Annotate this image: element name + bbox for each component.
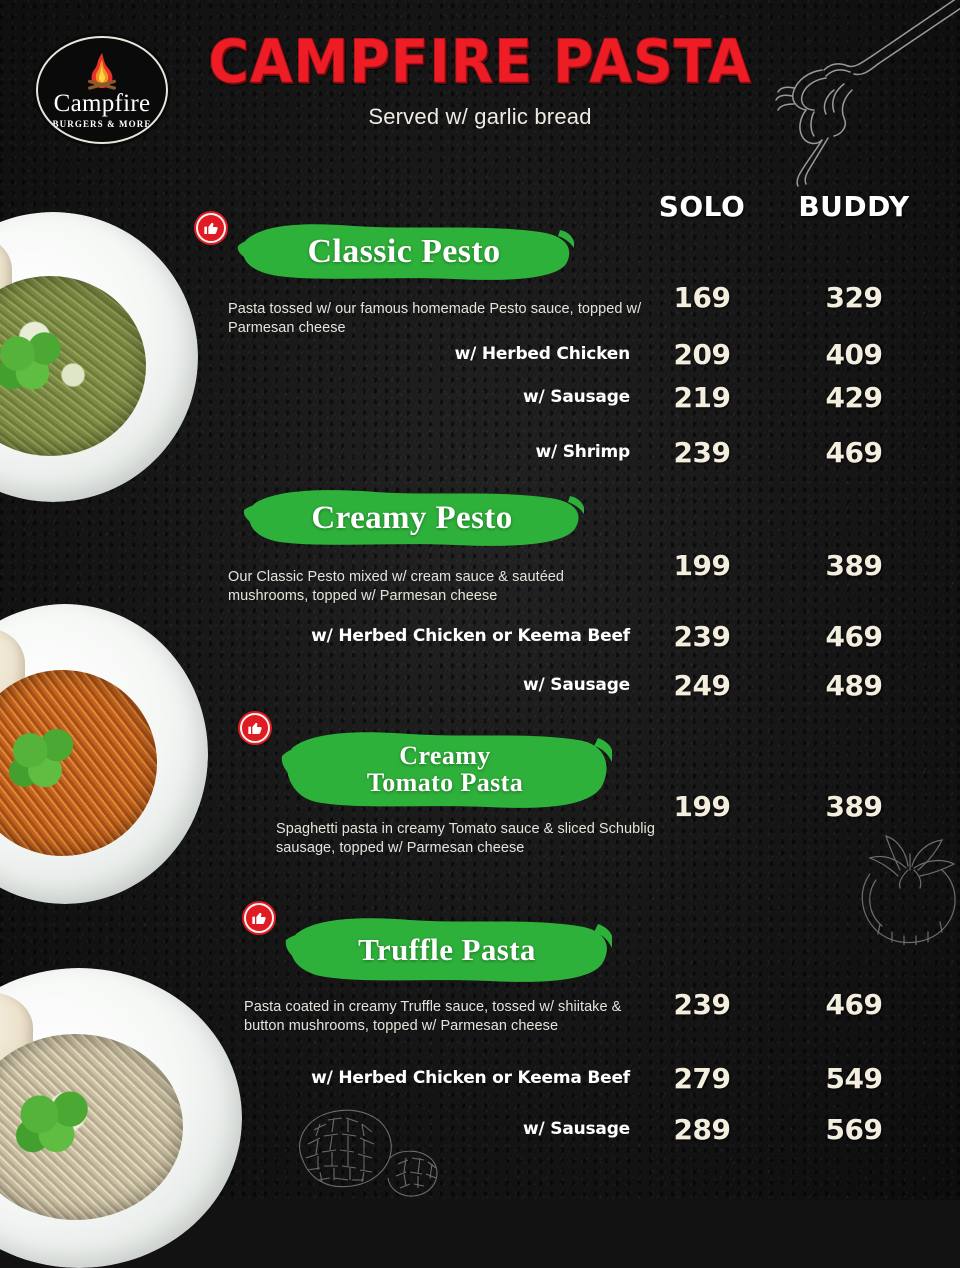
price-buddy-creamy-pesto: 389 [825,549,883,582]
green-brush-stroke [243,490,584,546]
price-solo-creamy-tomato-pasta: 199 [673,790,731,823]
variant-price-buddy: 489 [825,669,883,702]
dish-name-banner-creamy-pesto: Creamy Pesto [240,484,584,554]
page-subtitle: Served w/ garlic bread [368,104,592,129]
price-buddy-truffle-pasta: 469 [825,988,883,1021]
variant-price-solo: 239 [673,436,731,469]
green-brush-stroke [237,224,574,280]
parsley-garnish [13,1088,99,1154]
variant-row: w/ Sausage 219 429 [0,381,960,421]
variant-price-solo: 249 [673,669,731,702]
dish-description-creamy-tomato-pasta: Spaghetti pasta in creamy Tomato sauce &… [276,821,655,857]
dish-description-creamy-pesto: Our Classic Pesto mixed w/ cream sauce &… [228,569,565,605]
variant-label: w/ Shrimp [535,442,631,462]
price-solo-truffle-pasta: 239 [673,988,731,1021]
price-column-headers: SOLO BUDDY [0,190,960,230]
variant-label: w/ Herbed Chicken or Keema Beef [311,626,630,646]
variant-price-buddy: 469 [825,620,883,653]
price-buddy-classic-pesto: 329 [825,281,883,314]
truffle-line-art-icon [299,1109,438,1197]
brand-logo: Campfire BURGERS & MORE [36,36,168,144]
variant-price-solo: 209 [673,338,731,371]
dish-name-truffle-pasta: Truffle Pasta [358,932,536,968]
variant-price-buddy: 469 [825,436,883,469]
variant-row: w/ Shrimp 239 469 [0,436,960,476]
dish-description-classic-pesto: Pasta tossed w/ our famous homemade Pest… [228,301,642,337]
variant-price-solo: 239 [673,620,731,653]
page-title: CAMPFIRE PASTA [208,27,752,97]
green-brush-stroke [281,732,612,808]
variant-price-buddy: 409 [825,338,883,371]
variant-label: w/ Sausage [523,1119,630,1139]
dish-name-banner-truffle-pasta: Truffle Pasta [282,912,612,988]
dish-name-banner-creamy-tomato-pasta: Creamy Tomato Pasta [278,724,612,816]
variant-row: w/ Herbed Chicken or Keema Beef 279 549 [0,1062,960,1102]
variant-row: w/ Sausage 249 489 [0,669,960,709]
variant-price-buddy: 569 [825,1113,883,1146]
variant-price-buddy: 429 [825,381,883,414]
tomato-line-art-icon [861,835,956,945]
column-header-buddy: BUDDY [798,190,910,223]
parsley-garnish [7,724,83,790]
column-header-solo: SOLO [658,190,746,223]
variant-row: w/ Sausage 289 569 [0,1113,960,1153]
thumbs-up-badge-icon [240,713,270,743]
logo-wordmark: Campfire [53,89,151,117]
price-solo-creamy-pesto: 199 [673,549,731,582]
thumbs-up-badge-icon [196,213,226,243]
dish-name-classic-pesto: Classic Pesto [307,232,501,270]
green-brush-stroke [285,918,612,982]
parsley-garnish [0,328,71,392]
dish-description-truffle-pasta: Pasta coated in creamy Truffle sauce, to… [244,999,622,1035]
variant-label: w/ Herbed Chicken [454,344,631,364]
price-solo-classic-pesto: 169 [673,281,731,314]
variant-label: w/ Sausage [523,675,630,695]
price-buddy-creamy-tomato-pasta: 389 [825,790,883,823]
variant-label: w/ Herbed Chicken or Keema Beef [311,1068,630,1088]
variant-price-solo: 219 [673,381,731,414]
variant-price-solo: 289 [673,1113,731,1146]
dish-name-banner-classic-pesto: Classic Pesto [234,216,574,288]
variant-label: w/ Sausage [523,387,630,407]
thumbs-up-badge-icon [244,903,274,933]
flame-icon [88,52,116,90]
dish-name-creamy-pesto: Creamy Pesto [311,500,513,537]
variant-row: w/ Herbed Chicken or Keema Beef 239 469 [0,620,960,660]
logo-tagline: BURGERS & MORE [52,118,152,129]
menu-sections: Classic Pesto Pasta tossed w/ our famous… [0,213,960,1153]
dish-name-creamy-tomato-pasta: Creamy Tomato Pasta [366,741,524,797]
fork-spaghetti-icon [775,0,960,187]
variant-price-buddy: 549 [825,1062,883,1095]
variant-row: w/ Herbed Chicken 209 409 [0,338,960,378]
menu-header: Campfire BURGERS & MORE CAMPFIRE PASTA S… [0,0,960,187]
variant-price-solo: 279 [673,1062,731,1095]
